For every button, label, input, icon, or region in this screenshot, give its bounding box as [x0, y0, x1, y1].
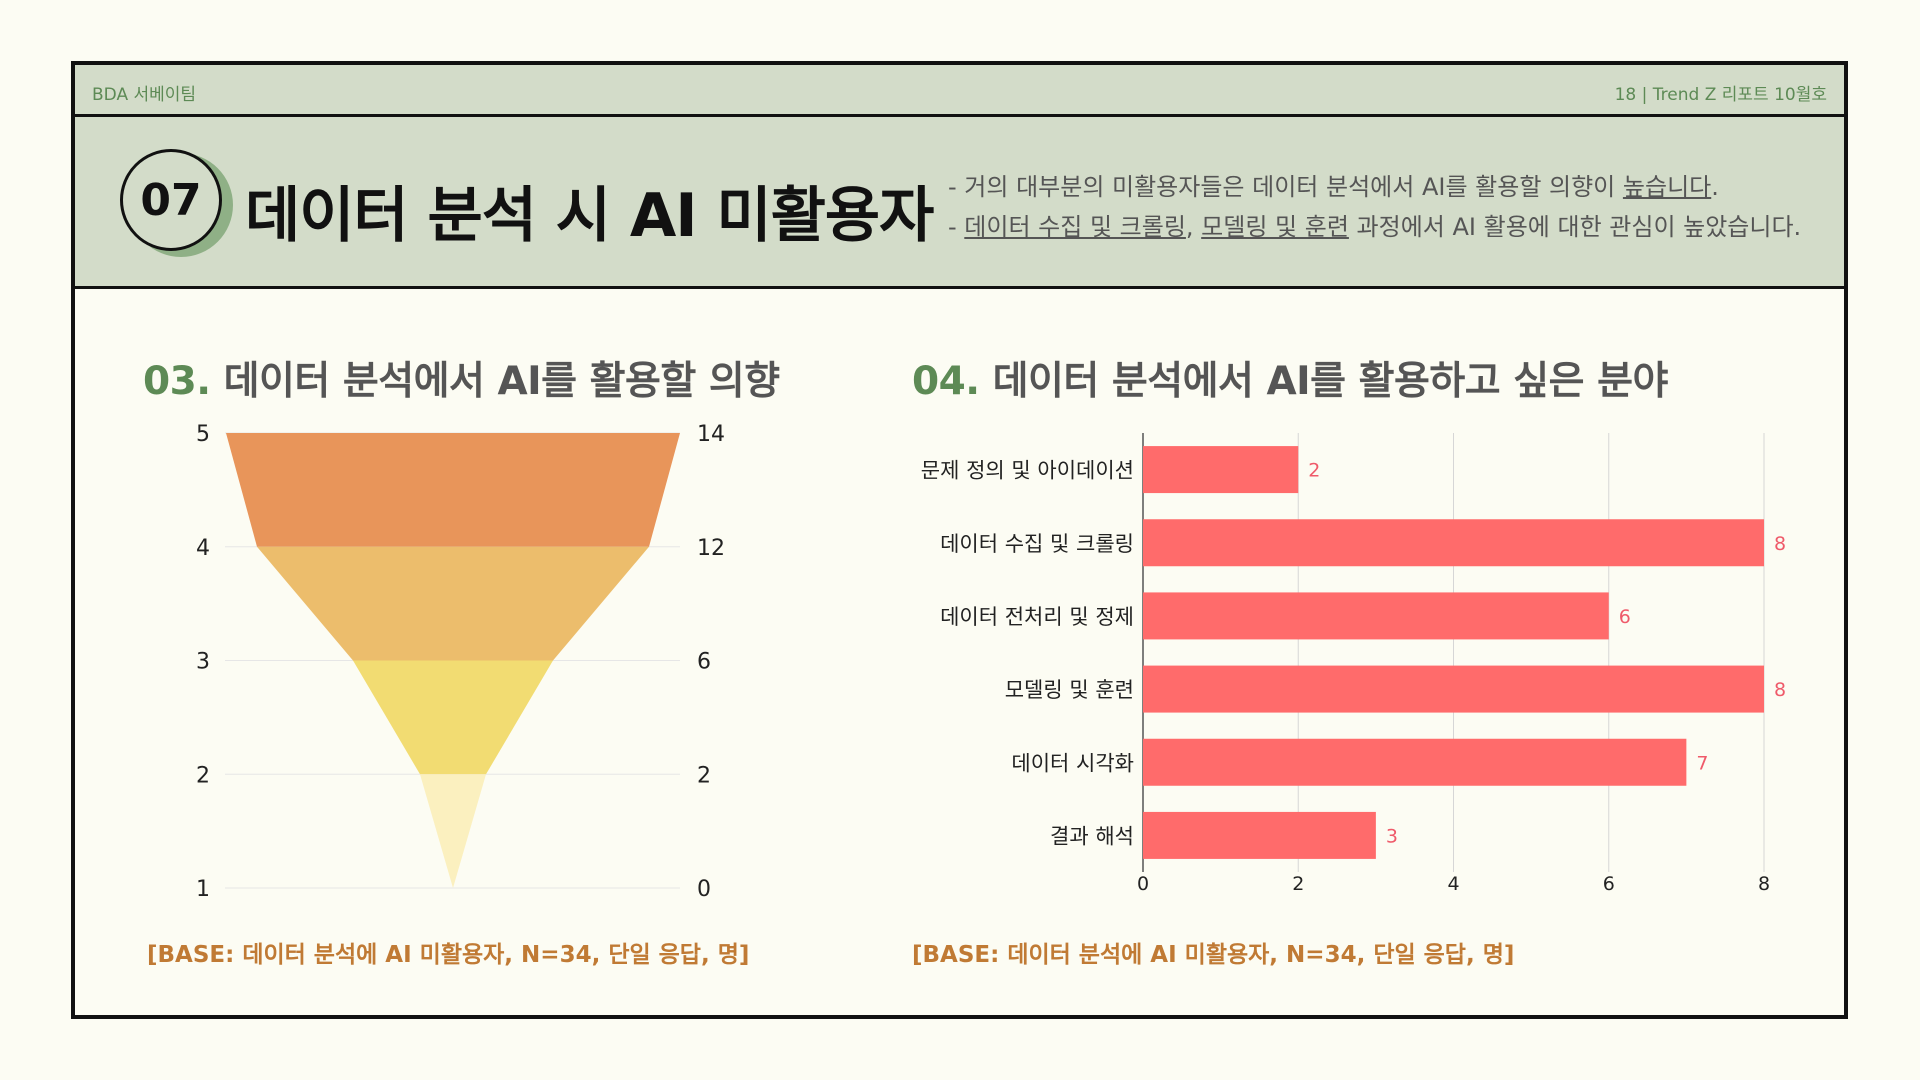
- right-chart-title-text: 데이터 분석에서 AI를 활용하고 싶은 분야: [979, 359, 1669, 404]
- right-chart-title: 04. 데이터 분석에서 AI를 활용하고 싶은 분야: [912, 350, 1668, 406]
- top-bar: BDA 서베이팀 18 | Trend Z 리포트 10월호: [75, 65, 1844, 117]
- funnel-right-label: 0: [697, 877, 711, 902]
- funnel-right-label: 14: [697, 422, 725, 447]
- bar-xtick-label: 8: [1758, 873, 1770, 895]
- bar: [1143, 811, 1376, 859]
- bar-value-label: 7: [1696, 752, 1708, 774]
- note1-text: - 거의 대부분의 미활용자들은 데이터 분석에서 AI를 활용할 의향이: [948, 173, 1623, 201]
- page-title: 데이터 분석 시 AI 미활용자: [245, 181, 934, 251]
- bar: [1143, 738, 1687, 786]
- brand-label: BDA 서베이팀: [92, 85, 197, 105]
- header-banner: 07 데이터 분석 시 AI 미활용자 - 거의 대부분의 미활용자들은 데이터…: [75, 117, 1844, 289]
- left-chart-title-text: 데이터 분석에서 AI를 활용할 의향: [210, 359, 780, 404]
- funnel-segment-2: [257, 546, 649, 661]
- bar-xtick-label: 0: [1137, 873, 1149, 895]
- bar-xtick-label: 4: [1447, 873, 1459, 895]
- left-chart-number: 03.: [143, 359, 211, 404]
- bar-category-label: 문제 정의 및 아이데이션: [921, 459, 1134, 483]
- funnel-left-label: 4: [196, 536, 210, 561]
- right-base-note: [BASE: 데이터 분석에 AI 미활용자, N=34, 단일 응답, 명]: [912, 942, 1515, 968]
- note1-end: .: [1711, 173, 1719, 201]
- funnel-segment-1: [226, 433, 680, 547]
- funnel-left-label: 2: [196, 763, 210, 788]
- bar: [1143, 592, 1609, 640]
- bar-value-label: 6: [1619, 606, 1631, 628]
- bar-category-label: 결과 해석: [1050, 824, 1134, 848]
- funnel-left-label: 3: [196, 650, 210, 675]
- note2-sep: ,: [1185, 213, 1202, 241]
- funnel-right-label: 12: [697, 536, 725, 561]
- note2-prefix: -: [948, 213, 965, 241]
- summary-note-1: - 거의 대부분의 미활용자들은 데이터 분석에서 AI를 활용할 의향이 높습…: [948, 167, 1801, 207]
- bar-xtick-label: 6: [1603, 873, 1615, 895]
- funnel-segment-3: [353, 660, 553, 775]
- note2-highlight-1: 데이터 수집 및 크롤링: [964, 213, 1186, 241]
- bar-category-label: 데이터 시각화: [1011, 751, 1134, 775]
- bar-value-label: 2: [1308, 460, 1320, 482]
- bar-category-label: 모델링 및 훈련: [1005, 678, 1134, 702]
- bar-category-label: 데이터 수집 및 크롤링: [940, 532, 1134, 556]
- note1-highlight: 높습니다: [1622, 173, 1712, 201]
- funnel-right-label: 6: [697, 650, 711, 675]
- bar: [1143, 446, 1299, 494]
- summary-note-2: - 데이터 수집 및 크롤링, 모델링 및 훈련 과정에서 AI 활용에 대한 …: [948, 207, 1801, 247]
- bar-category-label: 데이터 전처리 및 정제: [940, 605, 1134, 629]
- left-chart-title: 03. 데이터 분석에서 AI를 활용할 의향: [143, 350, 780, 406]
- funnel-left-label: 1: [196, 877, 210, 902]
- bar: [1143, 665, 1764, 713]
- bar: [1143, 519, 1764, 567]
- funnel-segment-4: [420, 774, 486, 888]
- bar-value-label: 8: [1774, 679, 1786, 701]
- page-info: 18 | Trend Z 리포트 10월호: [1614, 85, 1827, 105]
- section-number-badge: 07: [120, 149, 222, 251]
- summary-notes: - 거의 대부분의 미활용자들은 데이터 분석에서 AI를 활용할 의향이 높습…: [948, 167, 1801, 247]
- bar-value-label: 3: [1386, 825, 1398, 847]
- right-chart-number: 04.: [912, 359, 980, 404]
- bar-value-label: 8: [1774, 533, 1786, 555]
- note2-rest: 과정에서 AI 활용에 대한 관심이 높았습니다.: [1348, 213, 1802, 241]
- funnel-left-label: 5: [196, 422, 210, 447]
- left-base-note: [BASE: 데이터 분석에 AI 미활용자, N=34, 단일 응답, 명]: [147, 942, 750, 968]
- bar-xtick-label: 2: [1292, 873, 1304, 895]
- note2-highlight-2: 모델링 및 훈련: [1201, 213, 1349, 241]
- funnel-right-label: 2: [697, 763, 711, 788]
